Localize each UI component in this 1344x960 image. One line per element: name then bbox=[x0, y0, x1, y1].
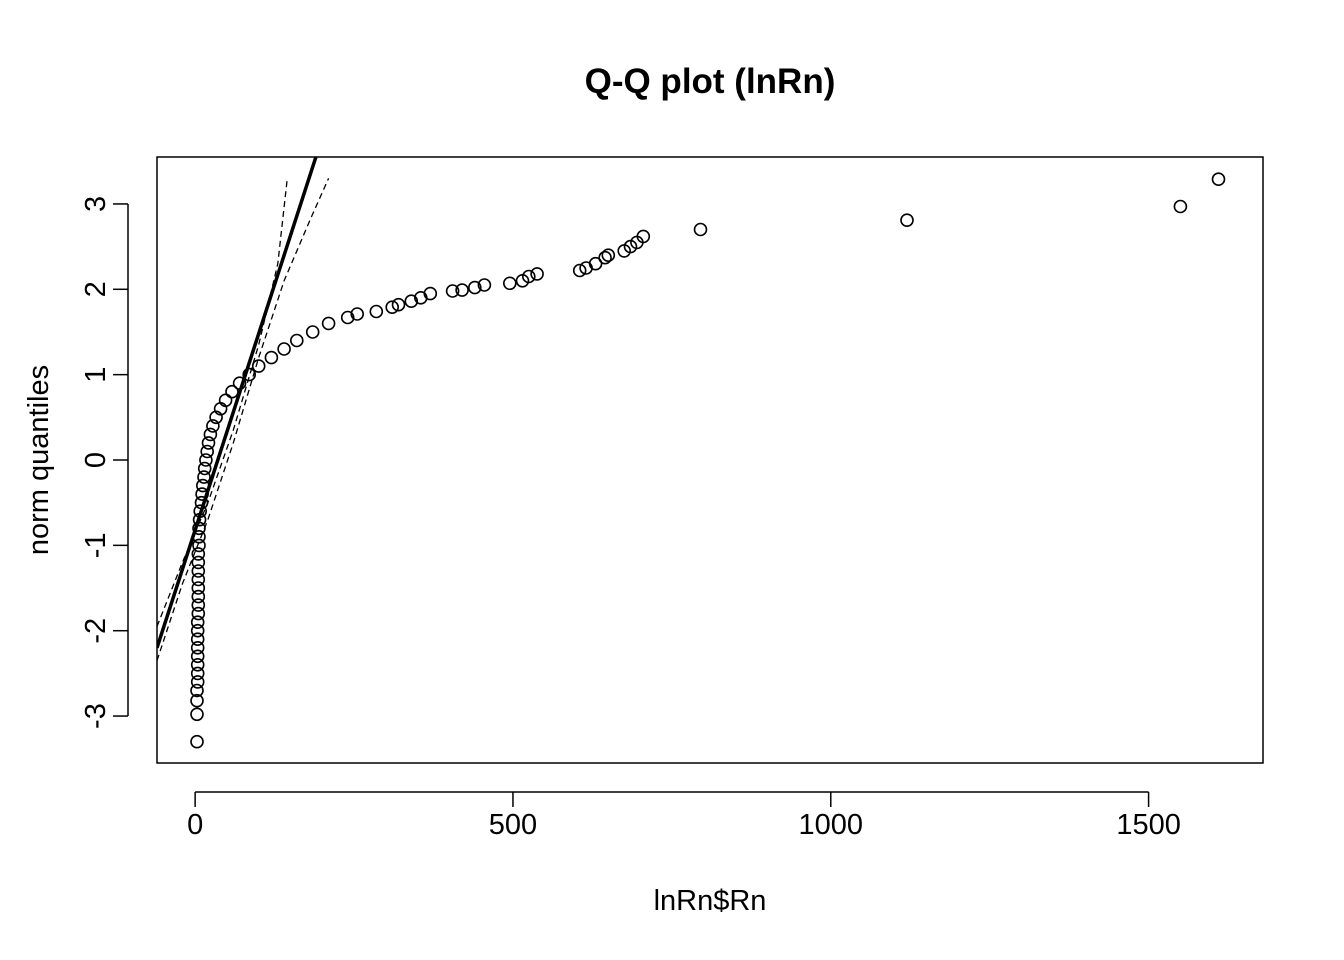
data-point bbox=[601, 248, 616, 262]
data-point bbox=[369, 304, 384, 319]
data-point bbox=[200, 444, 214, 459]
plot-frame bbox=[156, 156, 1264, 764]
data-point bbox=[225, 384, 239, 399]
data-point bbox=[190, 657, 205, 672]
data-point bbox=[900, 213, 914, 227]
data-point bbox=[218, 393, 233, 408]
data-point bbox=[598, 250, 612, 265]
data-point bbox=[209, 410, 223, 425]
x-tick-label: 1000 bbox=[799, 809, 864, 841]
data-point bbox=[190, 675, 205, 689]
data-point bbox=[445, 284, 460, 298]
data-point bbox=[193, 504, 207, 519]
data-point bbox=[467, 280, 482, 295]
data-point bbox=[190, 693, 204, 708]
data-point bbox=[321, 316, 336, 331]
data-point bbox=[203, 427, 218, 442]
data-point bbox=[477, 278, 492, 292]
data-point bbox=[242, 367, 256, 382]
data-point bbox=[191, 606, 206, 621]
data-point bbox=[190, 683, 204, 698]
data-point bbox=[404, 294, 419, 309]
data-point bbox=[190, 666, 205, 681]
data-point bbox=[199, 453, 213, 467]
data-point bbox=[521, 269, 536, 284]
data-point bbox=[192, 529, 206, 544]
data-point bbox=[191, 564, 206, 578]
confidence-band-upper bbox=[157, 178, 288, 627]
x-tick-label: 1500 bbox=[1116, 809, 1181, 841]
data-point bbox=[197, 470, 211, 484]
data-point bbox=[191, 598, 206, 612]
data-point bbox=[191, 589, 206, 604]
data-point bbox=[264, 350, 279, 365]
y-axis-title: norm quantiles bbox=[23, 365, 55, 555]
data-point bbox=[232, 376, 247, 391]
data-point bbox=[340, 310, 355, 325]
data-point bbox=[191, 572, 206, 587]
data-point bbox=[190, 640, 205, 655]
data-point bbox=[195, 487, 209, 501]
data-point bbox=[1173, 199, 1188, 214]
data-point bbox=[197, 461, 212, 476]
y-tick-label: -1 bbox=[80, 532, 112, 558]
data-point bbox=[190, 649, 205, 664]
x-tick-label: 0 bbox=[187, 809, 203, 841]
x-axis: 0 500 1000 1500 bbox=[187, 791, 1181, 841]
data-point bbox=[191, 581, 206, 595]
plot-area bbox=[157, 157, 1226, 749]
data-point bbox=[455, 283, 469, 297]
data-point bbox=[190, 623, 205, 638]
y-tick-label: 3 bbox=[80, 196, 112, 212]
data-point bbox=[502, 276, 517, 291]
y-tick-label: 2 bbox=[80, 281, 112, 297]
data-point bbox=[192, 538, 206, 553]
reference-line bbox=[157, 157, 318, 649]
data-point bbox=[1211, 172, 1226, 186]
data-point bbox=[530, 267, 544, 281]
data-point bbox=[191, 555, 206, 570]
data-point bbox=[190, 734, 204, 749]
data-point bbox=[572, 263, 587, 278]
data-point bbox=[190, 707, 204, 722]
x-tick-label: 500 bbox=[489, 809, 537, 841]
data-point bbox=[693, 222, 708, 237]
data-point bbox=[423, 286, 438, 301]
data-point bbox=[206, 419, 220, 433]
data-point bbox=[636, 229, 651, 244]
data-point bbox=[251, 359, 266, 373]
data-point bbox=[201, 436, 216, 450]
data-point bbox=[196, 478, 210, 493]
y-tick-label: 0 bbox=[80, 452, 112, 468]
data-point bbox=[192, 521, 206, 536]
data-point bbox=[289, 333, 304, 348]
data-point bbox=[190, 615, 205, 630]
data-point bbox=[191, 547, 206, 561]
data-point bbox=[391, 297, 406, 312]
chart-title: Q-Q plot (lnRn) bbox=[585, 62, 836, 101]
data-point bbox=[588, 256, 603, 271]
data-point bbox=[305, 325, 320, 339]
data-point bbox=[385, 300, 400, 315]
data-point bbox=[192, 512, 207, 527]
data-point bbox=[194, 495, 209, 510]
x-axis-title: lnRn$Rn bbox=[654, 885, 767, 917]
data-point bbox=[190, 632, 205, 647]
confidence-band-lower bbox=[157, 178, 330, 661]
y-axis: -3 -2 -1 0 1 2 3 bbox=[80, 196, 129, 729]
y-tick-label: -3 bbox=[80, 703, 112, 729]
y-tick-label: 1 bbox=[80, 367, 112, 383]
data-point bbox=[350, 307, 365, 321]
data-point bbox=[277, 342, 291, 356]
y-tick-label: -2 bbox=[80, 618, 112, 644]
